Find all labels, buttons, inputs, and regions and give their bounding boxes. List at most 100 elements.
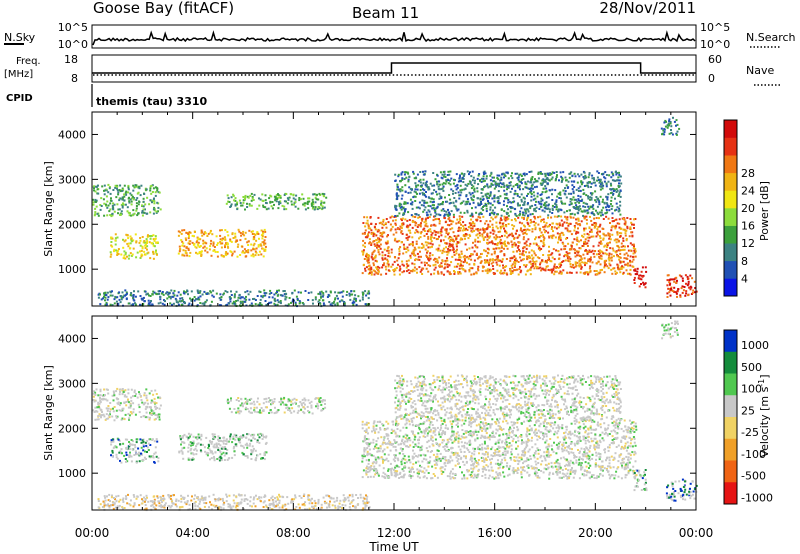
data-cell bbox=[125, 291, 128, 294]
data-cell bbox=[462, 221, 465, 224]
data-cell bbox=[598, 235, 601, 238]
data-cell bbox=[115, 300, 118, 303]
data-cell bbox=[587, 205, 590, 208]
data-cell bbox=[687, 282, 690, 285]
data-cell bbox=[129, 252, 132, 255]
data-cell bbox=[228, 201, 231, 203]
data-cell bbox=[367, 234, 370, 237]
data-cell bbox=[253, 236, 256, 238]
data-cell bbox=[670, 131, 673, 134]
data-cell bbox=[285, 293, 288, 295]
data-cell bbox=[634, 250, 637, 253]
data-cell bbox=[364, 269, 367, 272]
data-cell bbox=[227, 197, 230, 200]
data-cell bbox=[362, 249, 365, 252]
data-cell bbox=[367, 290, 370, 293]
data-cell bbox=[457, 227, 460, 230]
data-cell bbox=[142, 197, 145, 200]
data-cell bbox=[619, 195, 622, 198]
data-cell bbox=[115, 196, 118, 199]
data-cell bbox=[127, 447, 130, 450]
data-cell bbox=[241, 300, 244, 303]
data-cell bbox=[466, 261, 468, 264]
data-cell bbox=[93, 187, 95, 190]
data-cell bbox=[203, 303, 206, 306]
data-cell bbox=[232, 302, 235, 305]
data-cell bbox=[453, 204, 456, 207]
data-cell bbox=[423, 199, 426, 202]
data-cell bbox=[178, 245, 181, 248]
data-cell bbox=[117, 191, 120, 194]
data-cell bbox=[273, 297, 276, 300]
data-cell bbox=[187, 237, 190, 240]
data-cell bbox=[612, 193, 614, 196]
data-cell bbox=[583, 233, 586, 236]
data-cell bbox=[540, 220, 542, 223]
data-cell bbox=[505, 265, 508, 268]
data-cell bbox=[265, 292, 268, 295]
data-cell bbox=[157, 457, 160, 460]
data-cell bbox=[131, 197, 133, 200]
data-cell bbox=[120, 448, 123, 451]
data-cell bbox=[163, 303, 166, 306]
data-cell bbox=[477, 202, 480, 205]
data-cell bbox=[609, 238, 612, 241]
data-cell bbox=[97, 192, 100, 195]
data-cell bbox=[420, 204, 423, 207]
data-cell bbox=[261, 237, 264, 240]
data-cell bbox=[693, 280, 696, 283]
data-cell bbox=[148, 438, 150, 441]
data-cell bbox=[242, 201, 245, 204]
data-cell bbox=[587, 186, 590, 189]
data-cell bbox=[457, 258, 460, 261]
data-cell bbox=[353, 290, 356, 293]
data-cell bbox=[183, 292, 186, 295]
data-cell bbox=[513, 261, 516, 263]
data-cell bbox=[427, 235, 430, 238]
data-cell bbox=[192, 453, 195, 456]
data-cell bbox=[609, 203, 612, 205]
data-cell bbox=[521, 222, 524, 225]
data-cell bbox=[518, 241, 521, 244]
data-cell bbox=[588, 271, 591, 274]
data-cell bbox=[530, 266, 533, 269]
data-cell bbox=[156, 187, 159, 190]
data-cell bbox=[133, 299, 136, 302]
data-cell bbox=[489, 212, 491, 215]
data-cell bbox=[584, 227, 587, 230]
data-cell bbox=[434, 263, 437, 266]
data-cell bbox=[450, 236, 453, 239]
data-cell bbox=[362, 253, 365, 256]
data-cell bbox=[279, 196, 282, 199]
data-cell bbox=[372, 233, 375, 236]
data-cell bbox=[480, 260, 483, 263]
data-cell bbox=[455, 199, 458, 202]
data-cell bbox=[594, 184, 597, 187]
data-cell bbox=[514, 192, 517, 195]
data-cell bbox=[504, 243, 506, 246]
data-cell bbox=[476, 187, 479, 190]
data-cell bbox=[143, 211, 146, 214]
data-cell bbox=[505, 171, 508, 174]
data-cell bbox=[323, 201, 326, 204]
data-cell bbox=[548, 179, 551, 182]
data-cell bbox=[124, 289, 127, 292]
data-cell bbox=[614, 238, 617, 241]
data-cell bbox=[568, 203, 571, 206]
data-cell bbox=[341, 299, 344, 302]
freq-tick-high: 18 bbox=[64, 53, 78, 66]
data-cell bbox=[477, 236, 480, 239]
data-cell bbox=[111, 451, 114, 454]
data-cell bbox=[562, 269, 565, 272]
data-cell bbox=[405, 248, 408, 250]
data-cell bbox=[579, 189, 582, 192]
data-cell bbox=[129, 411, 132, 413]
data-cell bbox=[417, 231, 420, 234]
data-cell bbox=[420, 269, 423, 272]
data-cell bbox=[429, 246, 432, 249]
data-cell bbox=[577, 254, 580, 257]
data-cell bbox=[97, 296, 100, 299]
data-cell bbox=[220, 439, 223, 442]
data-cell bbox=[464, 269, 467, 272]
